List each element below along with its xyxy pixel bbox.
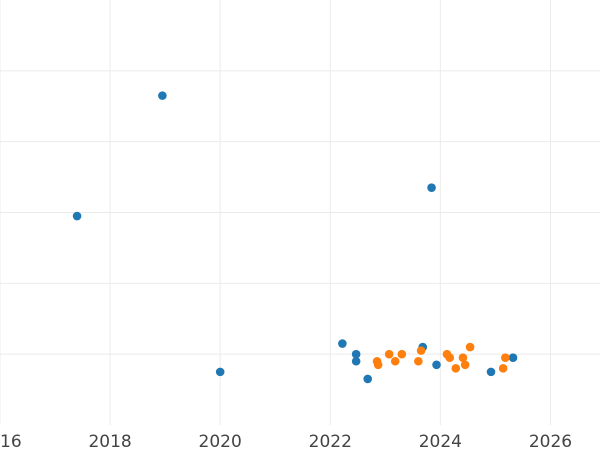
series-2-point-14 <box>498 364 508 373</box>
data-points <box>72 91 518 384</box>
x-axis-tick-labels: 2016 2018 2020 2022 2024 2026 <box>0 432 572 450</box>
series-2-point-10 <box>451 364 461 373</box>
series-1-point-5 <box>351 349 361 359</box>
series-1-point-2 <box>158 91 167 100</box>
series-1-point-12 <box>508 353 518 363</box>
x-tick-label-2022: 2022 <box>309 432 352 450</box>
x-tick-label-2026: 2026 <box>529 432 572 450</box>
x-tick-label-2016: 2016 <box>0 432 22 450</box>
series-2-point-15 <box>501 353 510 363</box>
series-2-point-7 <box>416 346 426 355</box>
series-2-point-6 <box>414 356 423 366</box>
series-1-point-4 <box>338 339 347 348</box>
series-2-point-11 <box>458 353 468 363</box>
series-1-point-11 <box>486 367 496 377</box>
x-tick-label-2020: 2020 <box>199 432 242 450</box>
horizontal-gridlines <box>0 70 600 355</box>
series-1-point-1 <box>72 211 82 221</box>
series-2-point-4 <box>390 356 400 366</box>
series-2-point-2 <box>373 360 383 370</box>
x-tick-label-2024: 2024 <box>419 432 462 450</box>
series-2-point-13 <box>465 342 475 352</box>
x-tick-label-2018: 2018 <box>88 432 131 450</box>
series-2-point-12 <box>460 360 470 370</box>
series-2-point-3 <box>384 349 394 359</box>
series-1-point-6 <box>351 356 361 366</box>
series-1-point-7 <box>363 374 373 384</box>
series-2-point-9 <box>445 353 455 363</box>
series-1-point-10 <box>432 360 441 370</box>
series-1-point-9 <box>427 183 436 193</box>
series-2-point-5 <box>397 349 407 359</box>
series-1-point-3 <box>215 367 225 377</box>
